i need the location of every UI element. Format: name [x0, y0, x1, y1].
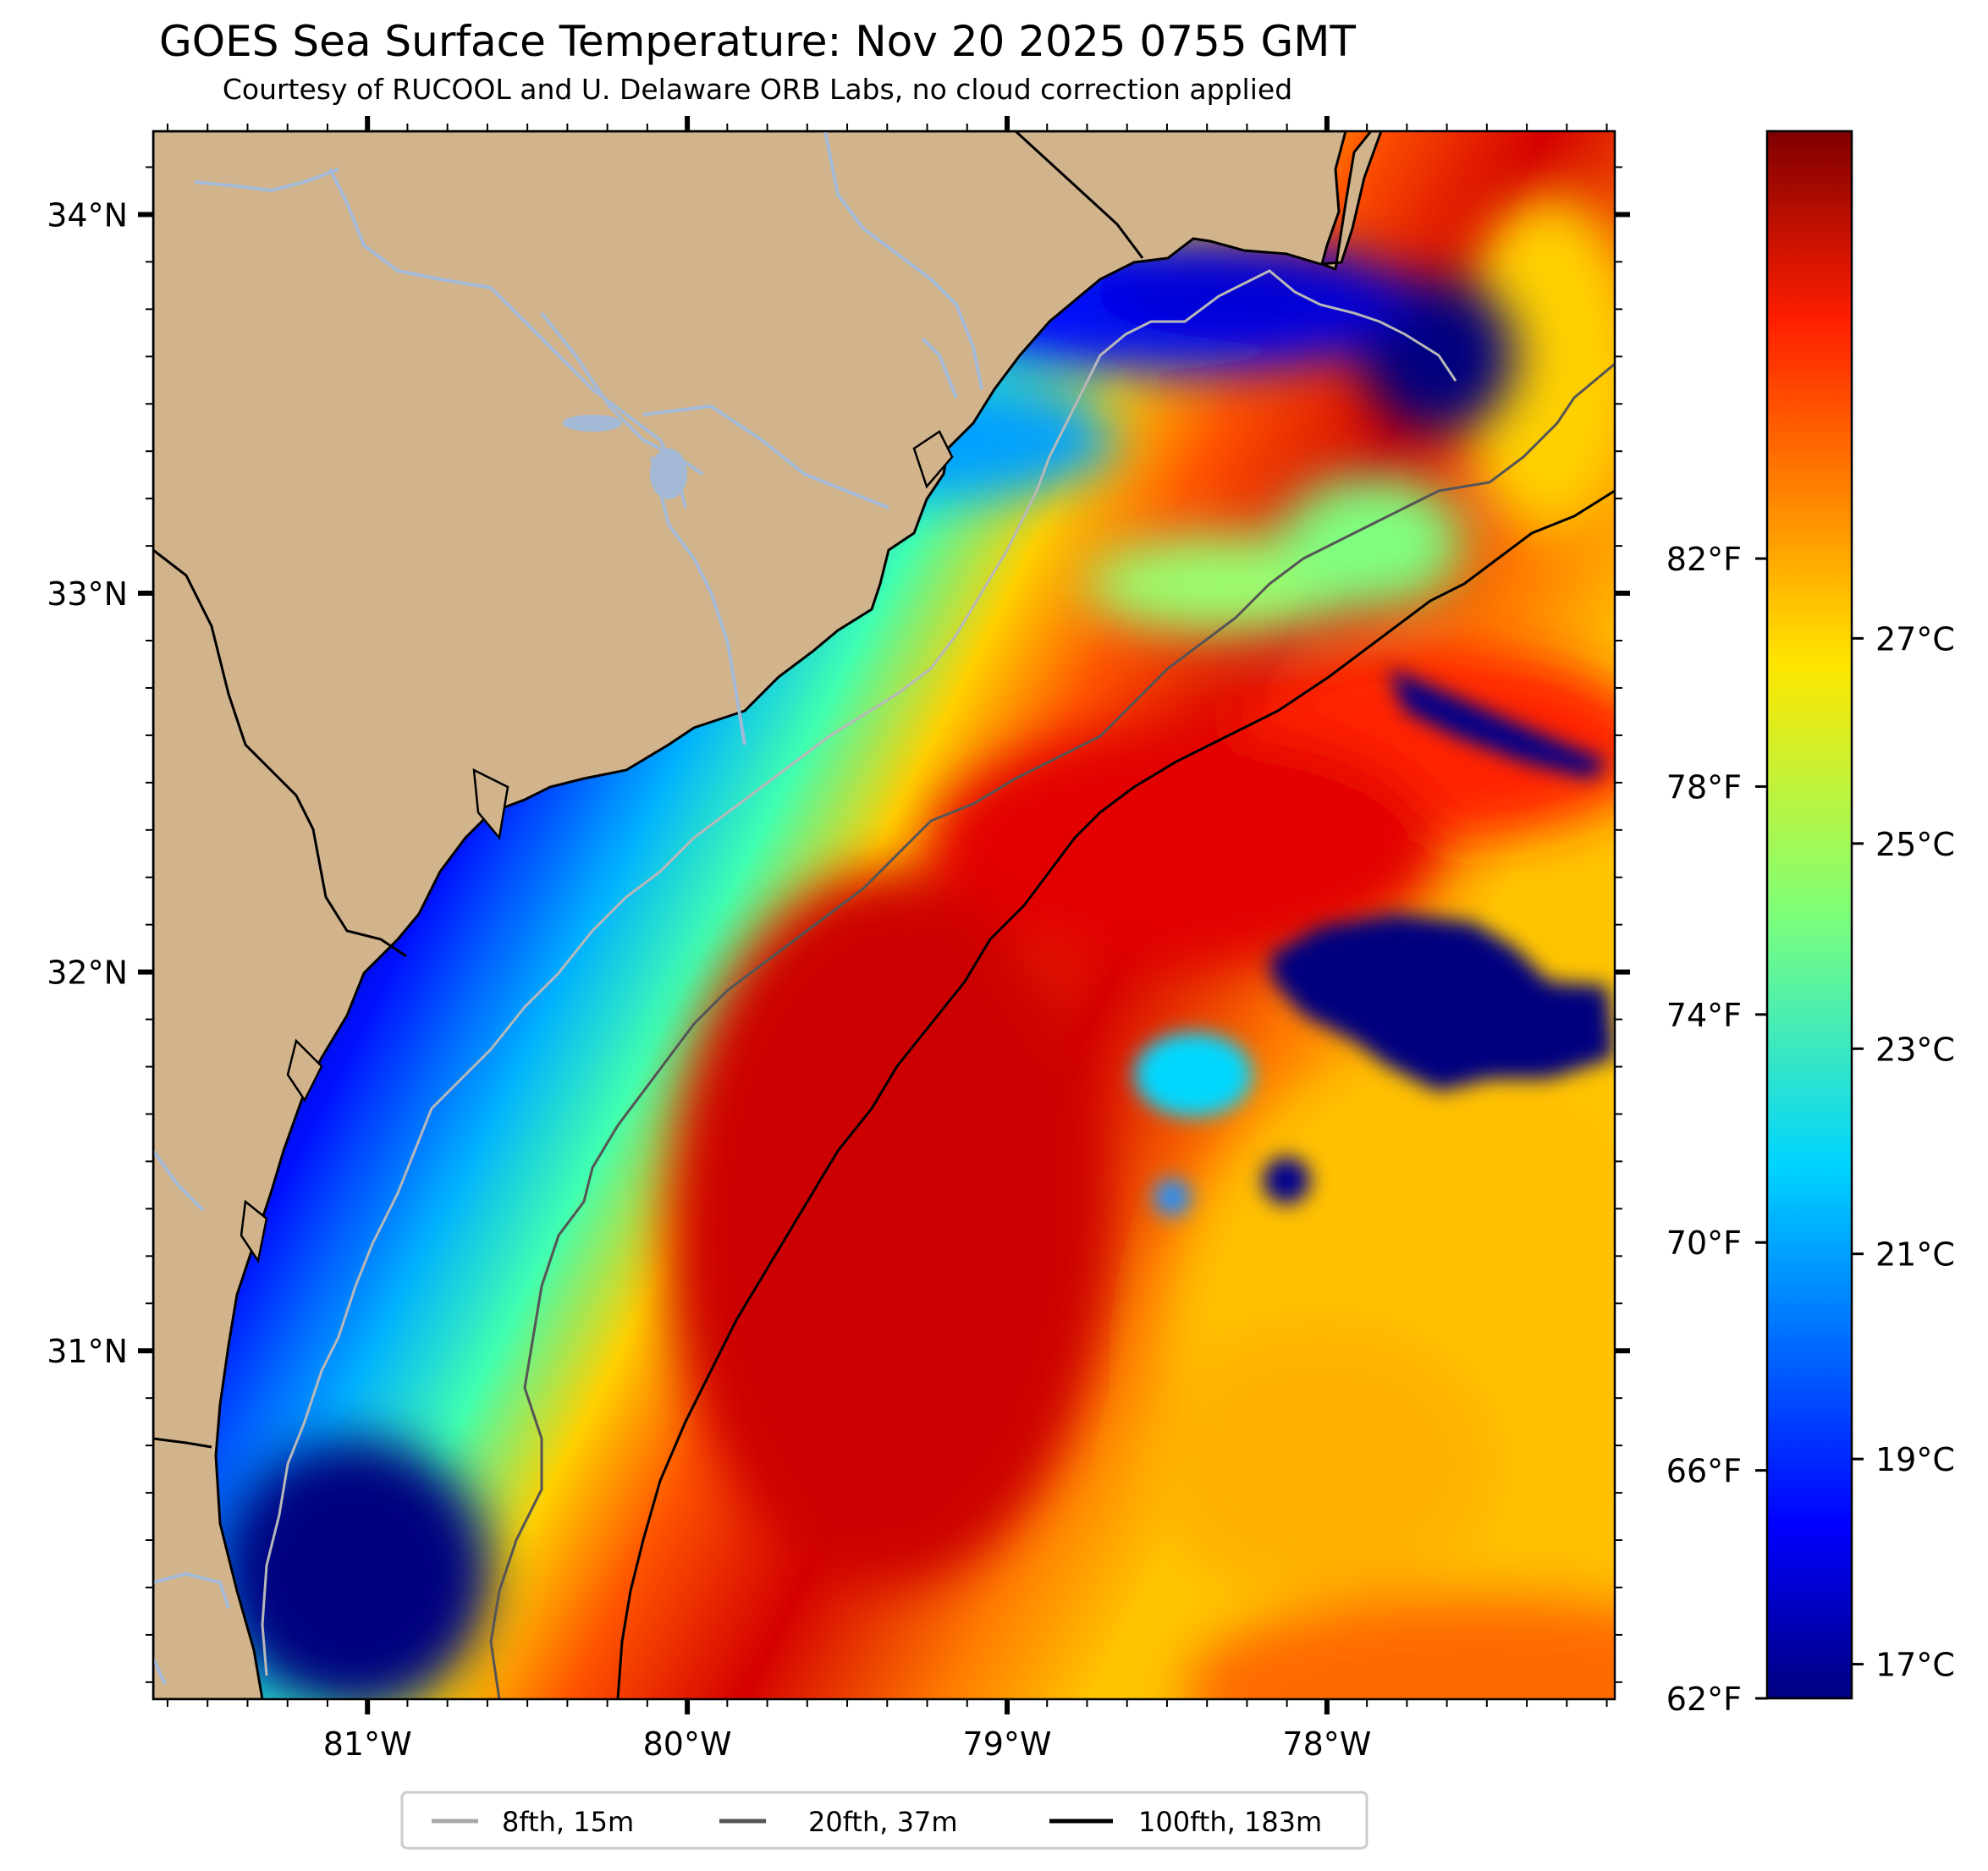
colorbar-f-label: 70°F — [1666, 1224, 1742, 1262]
lake-marion — [650, 448, 687, 499]
map-area — [153, 131, 1615, 1699]
land-mass — [153, 131, 1383, 1699]
legend-label-100fth: 100fth, 183m — [1138, 1806, 1322, 1838]
state-borders — [153, 131, 1144, 1449]
colorbar-f-label: 82°F — [1666, 541, 1742, 578]
lat-tick-label: 32°N — [47, 955, 128, 992]
isobath-8fth — [261, 269, 1457, 1676]
colorbar-c-label: 25°C — [1875, 826, 1955, 863]
colorbar-f-label: 78°F — [1666, 768, 1742, 806]
colorbar-c-label: 27°C — [1875, 620, 1955, 658]
colorbar-f-label: 74°F — [1666, 997, 1742, 1034]
colorbar-f-label: 62°F — [1666, 1681, 1742, 1718]
colorbar-c-label: 17°C — [1875, 1647, 1955, 1684]
lat-tick-label: 33°N — [47, 575, 128, 613]
colorbar-c-label: 21°C — [1875, 1236, 1955, 1274]
lon-tick-label: 80°W — [643, 1725, 732, 1763]
legend-label-20fth: 20fth, 37m — [808, 1806, 957, 1838]
map-title: GOES Sea Surface Temperature: Nov 20 202… — [159, 17, 1356, 66]
isobath-100fth — [616, 489, 1615, 1699]
colorbar-c-label: 19°C — [1875, 1441, 1955, 1478]
barrier-islands — [240, 430, 954, 1264]
lat-tick-label: 34°N — [47, 196, 128, 234]
lat-tick-label: 31°N — [47, 1333, 128, 1370]
warm-water-features — [669, 195, 1615, 1699]
colorbar-ticks: 62°F 66°F 70°F 74°F 78°F 82°F 17°C 19°C 21°C 23°C… — [1666, 541, 1955, 1718]
colorbar — [1765, 129, 1853, 1700]
colorbar-f-label: 66°F — [1666, 1453, 1742, 1490]
lake-murray — [563, 415, 622, 432]
lon-tick-label: 79°W — [963, 1725, 1052, 1763]
colorbar-c-label: 23°C — [1875, 1031, 1955, 1068]
lon-tick-label: 81°W — [323, 1725, 412, 1763]
legend-label-8fth: 8fth, 15m — [502, 1806, 634, 1838]
axis-ticks: 81°W 80°W 79°W 78°W 31°N 32°N 33°N 34°N — [47, 116, 1630, 1763]
map-frame — [151, 129, 1616, 1701]
legend-box — [400, 1791, 1368, 1850]
isobath-20fth — [489, 362, 1615, 1699]
lon-tick-label: 78°W — [1282, 1725, 1371, 1763]
isobath-legend: 8fth, 15m 20fth, 37m 100fth, 183m — [400, 1791, 1368, 1850]
map-subtitle: Courtesy of RUCOOL and U. Delaware ORB L… — [222, 73, 1293, 106]
cold-pool — [1134, 669, 1615, 1216]
